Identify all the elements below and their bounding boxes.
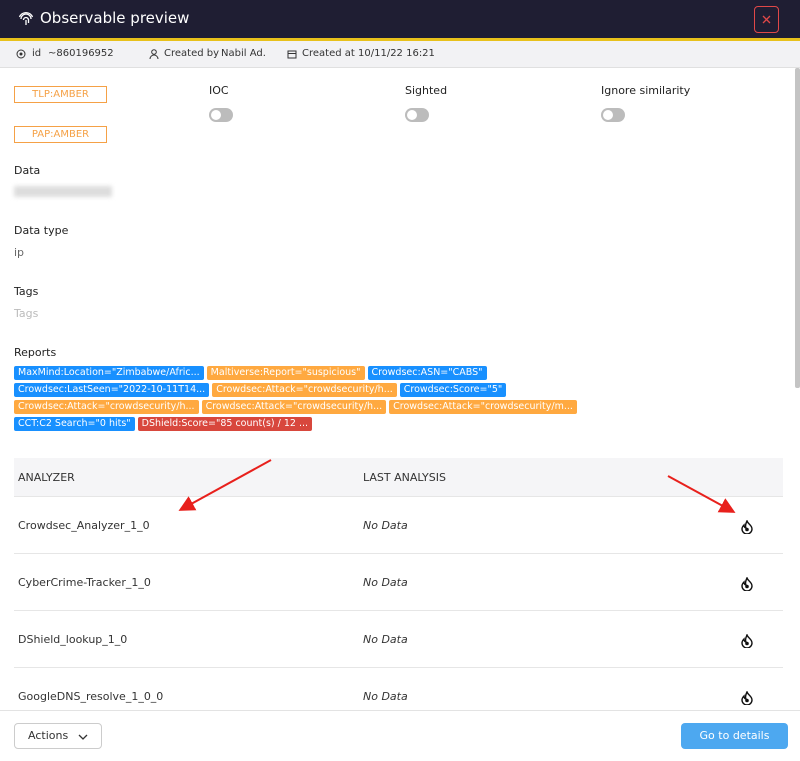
field-label: Data type: [14, 224, 69, 237]
report-tag[interactable]: DShield:Score="85 count(s) / 12 ...: [137, 417, 313, 431]
id-value: ~860196952: [48, 48, 114, 59]
fingerprint-icon: [18, 11, 34, 25]
table-header: ANALYZER LAST ANALYSIS: [14, 458, 783, 497]
table-row: CyberCrime-Tracker_1_0 No Data: [14, 553, 783, 611]
analyzer-name: Crowdsec_Analyzer_1_0: [14, 496, 359, 554]
close-icon: [762, 15, 771, 24]
field-label: Data: [14, 164, 41, 177]
table-row: DShield_lookup_1_0 No Data: [14, 610, 783, 668]
toggle[interactable]: [601, 108, 625, 122]
actions-label: Actions: [28, 729, 69, 742]
calendar-icon: [287, 50, 297, 59]
badge: TLP:AMBER: [14, 86, 107, 103]
toggle[interactable]: [209, 108, 233, 122]
report-tag[interactable]: MaxMind:Location="Zimbabwe/Afric...: [14, 366, 204, 380]
row-action[interactable]: [707, 496, 783, 554]
toggle-label: Sighted: [405, 84, 448, 97]
created-by-value: Nabil Ad.: [221, 48, 266, 59]
row-action[interactable]: [707, 610, 783, 668]
analyzer-name: CyberCrime-Tracker_1_0: [14, 553, 359, 611]
field-label: Tags: [14, 285, 39, 298]
close-button[interactable]: [754, 6, 779, 33]
report-tag[interactable]: Crowdsec:ASN="CABS": [367, 366, 487, 380]
id-label: id: [32, 48, 42, 59]
report-tag[interactable]: Crowdsec:Attack="crowdsecurity/m...: [389, 400, 577, 414]
tags-input[interactable]: Tags: [14, 307, 39, 320]
toggle-label: Ignore similarity: [601, 84, 691, 97]
actions-button[interactable]: Actions: [14, 723, 102, 749]
table-row: Crowdsec_Analyzer_1_0 No Data: [14, 496, 783, 554]
title: Observable preview: [40, 9, 190, 27]
created-by-label: Created by: [164, 48, 220, 59]
toggle-label: IOC: [209, 84, 229, 97]
reports: MaxMind:Location="Zimbabwe/Afric... Malti…: [14, 366, 684, 431]
user-icon: [149, 49, 159, 59]
go-to-details-button[interactable]: Go to details: [681, 723, 788, 749]
last-analysis: No Data: [359, 553, 707, 611]
field-value: ip: [14, 246, 25, 259]
meta-bar: id ~860196952 Created by Nabil Ad. Creat…: [0, 41, 800, 68]
header: Observable preview: [0, 0, 800, 41]
column-header: LAST ANALYSIS: [359, 458, 707, 497]
field-label: Reports: [14, 346, 57, 359]
run-icon: [740, 576, 753, 592]
row-action[interactable]: [707, 553, 783, 611]
id-icon: [16, 49, 26, 59]
footer: Actions Go to details: [0, 710, 800, 761]
run-icon: [740, 690, 753, 706]
toggle[interactable]: [405, 108, 429, 122]
run-icon: [740, 519, 753, 535]
report-tag[interactable]: Maltiverse:Report="suspicious": [206, 366, 365, 380]
created-at-value: 10/11/22 16:21: [358, 48, 435, 59]
last-analysis: No Data: [359, 610, 707, 668]
scrollbar[interactable]: [795, 68, 800, 388]
last-analysis: No Data: [359, 496, 707, 554]
run-icon: [740, 633, 753, 649]
report-tag[interactable]: Crowdsec:Attack="crowdsecurity/h...: [14, 400, 199, 414]
chevron-icon: [78, 734, 88, 740]
analyzer-name: DShield_lookup_1_0: [14, 610, 359, 668]
report-tag[interactable]: CCT:C2 Search="0 hits": [14, 417, 135, 431]
column-header: [707, 458, 783, 497]
report-tag[interactable]: Crowdsec:Attack="crowdsecurity/h...: [212, 383, 397, 397]
created-at-label: Created at: [302, 48, 355, 59]
column-header: ANALYZER: [14, 458, 359, 497]
blurred-data: [14, 186, 112, 197]
report-tag[interactable]: Crowdsec:Score="5": [399, 383, 507, 397]
badge: PAP:AMBER: [14, 126, 107, 143]
report-tag[interactable]: Crowdsec:Attack="crowdsecurity/h...: [201, 400, 387, 414]
report-tag[interactable]: Crowdsec:LastSeen="2022-10-11T14...: [14, 383, 210, 397]
